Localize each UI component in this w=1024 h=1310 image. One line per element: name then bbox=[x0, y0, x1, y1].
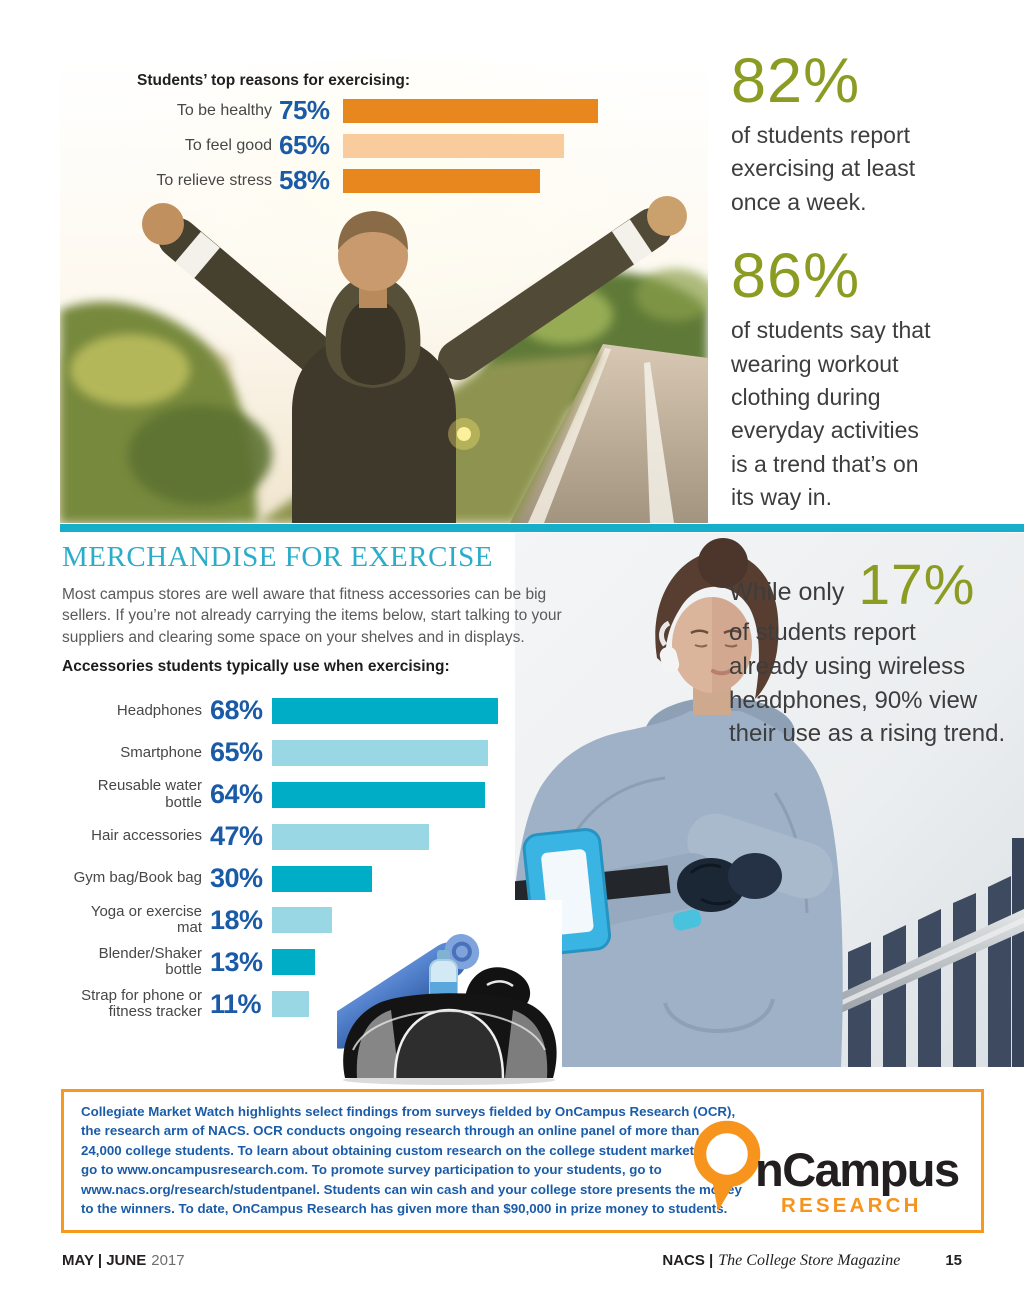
bar-label: To feel good bbox=[184, 136, 272, 154]
page-footer: MAY | JUNE 2017 NACS | The College Store … bbox=[62, 1252, 962, 1270]
bar-label: Smartphone bbox=[120, 743, 202, 761]
stat-82: 82% of students report exercising at lea… bbox=[731, 48, 1001, 219]
bar-value-label: 58% bbox=[279, 165, 330, 195]
bar-value-label: 64% bbox=[210, 779, 263, 810]
man-photo-illustration bbox=[60, 60, 708, 523]
bar bbox=[272, 781, 485, 808]
reasons-chart-title: Students’ top reasons for exercising: bbox=[137, 72, 411, 89]
bar-value-label: 65% bbox=[279, 130, 330, 160]
section-intro: Most campus stores are well aware that f… bbox=[62, 586, 562, 646]
duffel-bag bbox=[343, 993, 557, 1085]
bar bbox=[272, 991, 309, 1018]
bar bbox=[272, 697, 498, 724]
wireless-stat: While only 17% of students report alread… bbox=[729, 557, 1009, 751]
bar-value-label: 30% bbox=[210, 863, 263, 893]
bar-label: Blender/Shaker bottle bbox=[98, 944, 202, 979]
logo-bubble-icon bbox=[693, 1120, 761, 1188]
bar-value-label: 47% bbox=[210, 821, 263, 852]
stat-86: 86% of students say that wearing workout… bbox=[731, 243, 1001, 514]
bar bbox=[343, 168, 540, 193]
bar-value-label: 11% bbox=[210, 988, 262, 1019]
accessories-chart-title: Accessories students typically use when … bbox=[62, 658, 450, 675]
bar-value-label: 18% bbox=[210, 904, 263, 935]
collegiate-market-watch-box: Collegiate Market Watch highlights selec… bbox=[61, 1089, 984, 1233]
chart-row: To feel good 65% bbox=[122, 128, 702, 163]
oncampus-research-logo: nCampus RESEARCH bbox=[693, 1120, 961, 1217]
bar-label: Yoga or exercise mat bbox=[90, 902, 202, 937]
bar-value-label: 13% bbox=[210, 946, 263, 977]
man-figure bbox=[142, 196, 687, 523]
bar-value-label: 75% bbox=[279, 95, 330, 125]
logo-sub-text: RESEARCH bbox=[781, 1194, 922, 1217]
bar bbox=[272, 739, 488, 766]
footer-magazine: NACS | The College Store Magazine 15 bbox=[662, 1252, 962, 1269]
stat-86-value: 86% bbox=[731, 241, 861, 312]
bar-label: Hair accessories bbox=[91, 827, 202, 845]
chart-row: Headphones 68% bbox=[62, 690, 512, 732]
section-heading: MERCHANDISE FOR EXERCISE bbox=[62, 541, 493, 573]
stat-column: 82% of students report exercising at lea… bbox=[731, 48, 1001, 515]
photo-woman-wireless-headphones bbox=[515, 533, 1024, 1067]
bar-value-label: 68% bbox=[210, 695, 263, 726]
wireless-prefix: While only bbox=[729, 578, 845, 606]
bar-label: Headphones bbox=[116, 701, 202, 719]
stat-82-value: 82% bbox=[731, 46, 861, 116]
footer-issue: MAY | JUNE 2017 bbox=[62, 1252, 185, 1269]
bar-label: To relieve stress bbox=[156, 171, 272, 189]
wireless-value: 17% bbox=[858, 553, 976, 617]
chart-row: Blender/Shaker bottle 13% bbox=[62, 941, 512, 983]
logo-main-text: nCampus bbox=[755, 1143, 959, 1196]
bar bbox=[272, 907, 332, 934]
woman-figure bbox=[515, 538, 843, 1067]
photo-man-arms-raised: Students’ top reasons for exercising: To… bbox=[60, 60, 708, 523]
woman-photo-illustration bbox=[515, 533, 1024, 1067]
bar bbox=[272, 865, 372, 892]
chart-row: Reusable water bottle 64% bbox=[62, 774, 512, 816]
infobox-text: Collegiate Market Watch highlights selec… bbox=[81, 1104, 742, 1217]
chart-row: Smartphone 65% bbox=[62, 732, 512, 774]
bar-label: Gym bag/Book bag bbox=[73, 869, 202, 887]
stat-86-text: of students say that wearing workout clo… bbox=[731, 317, 931, 511]
wireless-text: of students report already using wireles… bbox=[729, 619, 1006, 748]
bar-label: Strap for phone or fitness tracker bbox=[81, 986, 202, 1021]
bar bbox=[343, 133, 564, 158]
chart-row: Gym bag/Book bag 30% bbox=[62, 858, 512, 900]
stat-82-text: of students report exercising at least o… bbox=[731, 122, 916, 215]
bar-value-label: 65% bbox=[210, 737, 263, 768]
bar bbox=[272, 823, 429, 850]
bar-label: Reusable water bottle bbox=[97, 777, 202, 811]
teal-divider bbox=[60, 524, 1024, 532]
chart-row: To relieve stress 58% bbox=[122, 163, 702, 198]
page-number: 15 bbox=[945, 1252, 962, 1269]
bar bbox=[272, 949, 315, 976]
chart-row: Yoga or exercise mat 18% bbox=[62, 899, 512, 941]
photo-gym-bag bbox=[337, 900, 562, 1086]
chart-row: Hair accessories 47% bbox=[62, 816, 512, 858]
bar bbox=[343, 98, 598, 123]
accessories-chart: Headphones 68% Smartphone 65% Reusable water… bbox=[62, 690, 512, 1025]
bar-label: To be healthy bbox=[176, 101, 272, 119]
chart-row: Strap for phone or fitness tracker 11% bbox=[62, 983, 512, 1025]
chart-row: To be healthy 75% bbox=[122, 93, 702, 128]
gym-bag-illustration bbox=[337, 933, 557, 1085]
reasons-chart: To be healthy 75% To feel good 65% To reliev… bbox=[122, 93, 702, 198]
